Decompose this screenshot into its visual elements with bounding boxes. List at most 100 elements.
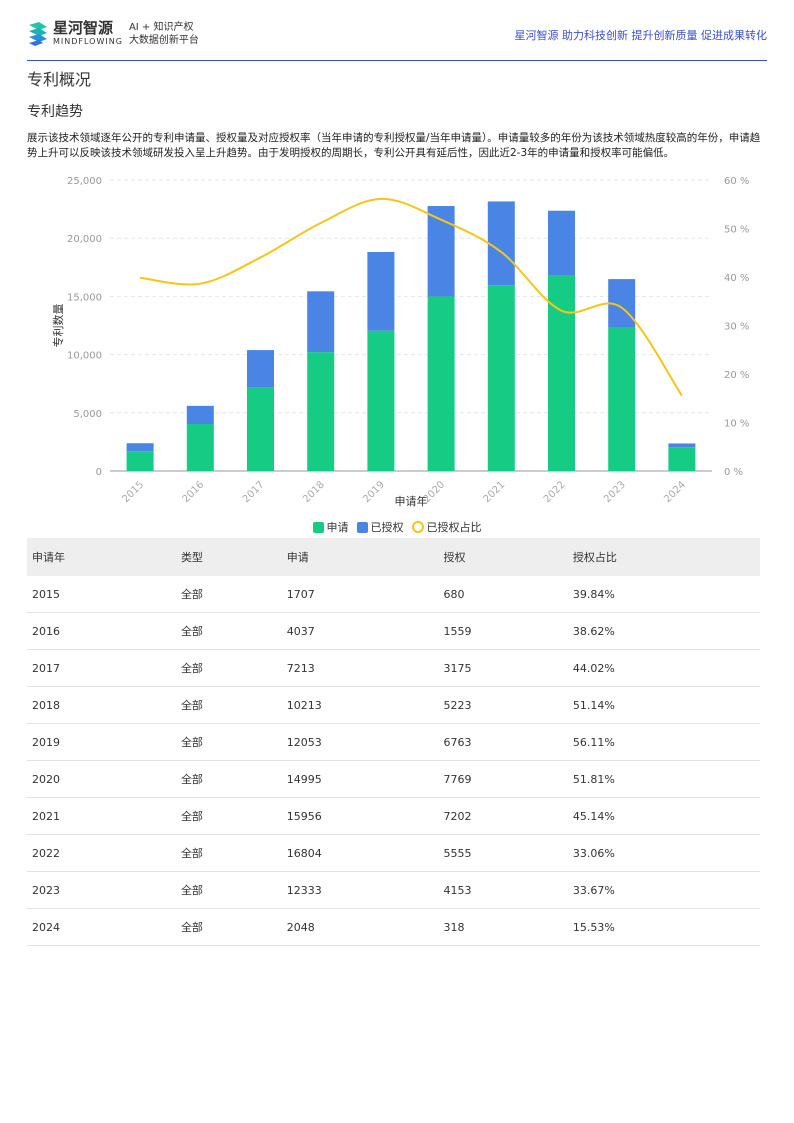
table-cell: 4153 xyxy=(438,871,568,909)
trend-chart: 0 5,000 10,000 15,000 20,000 25,000 0 % 10 % 20 … xyxy=(51,176,749,508)
table-cell: 2023 xyxy=(27,871,176,909)
table-cell: 45.14% xyxy=(567,797,760,835)
x-tick-label: 2021 xyxy=(482,479,508,505)
bar-granted xyxy=(487,201,515,286)
section-title: 专利趋势 xyxy=(27,104,83,120)
table-cell: 2019 xyxy=(27,723,176,761)
table-cell: 2022 xyxy=(27,834,176,872)
legend-item-ratio[interactable]: 已授权占比 xyxy=(411,519,482,535)
y-tick-label: 25,000 xyxy=(67,176,102,187)
table-cell: 2024 xyxy=(27,908,176,946)
bar-granted xyxy=(668,443,696,448)
x-tick-label: 2024 xyxy=(662,479,688,505)
bar-apply xyxy=(307,352,335,471)
y2-tick-label: 60 % xyxy=(724,176,749,187)
slogan: 星河智源 助力科技创新 提升创新质量 促进成果转化 xyxy=(514,29,768,42)
table-cell: 33.67% xyxy=(567,871,760,909)
tagline-1: AI + 知识产权 xyxy=(128,21,194,33)
table-cell: 7769 xyxy=(438,760,568,798)
bar-granted xyxy=(548,210,575,276)
legend-swatch xyxy=(411,521,424,533)
bar-granted xyxy=(247,350,274,388)
bar-granted xyxy=(367,251,395,331)
table-cell: 全部 xyxy=(175,760,282,798)
legend-swatch xyxy=(312,521,324,533)
table-cell: 2048 xyxy=(281,908,439,946)
page-title: 专利概况 xyxy=(27,70,92,89)
table-cell: 56.11% xyxy=(567,723,760,761)
table-cell: 51.81% xyxy=(567,760,760,798)
table-cell: 44.02% xyxy=(567,649,760,687)
table-cell: 680 xyxy=(438,576,568,613)
table-cell: 1707 xyxy=(281,576,439,613)
table-cell: 2018 xyxy=(27,686,176,724)
table-cell: 2015 xyxy=(27,576,176,613)
bar-granted xyxy=(126,443,154,452)
legend-item-apply[interactable]: 申请 xyxy=(312,519,349,535)
legend-item-granted[interactable]: 已授权 xyxy=(356,519,404,535)
table-row: 2019 全部 12053 6763 56.11% xyxy=(27,723,760,761)
x-tick-label: 2023 xyxy=(602,479,628,505)
y2-tick-label: 10 % xyxy=(724,419,749,430)
table-cell: 38.62% xyxy=(567,612,760,650)
table-cell: 14995 xyxy=(281,760,439,798)
table-cell: 2020 xyxy=(27,760,176,798)
bar-granted xyxy=(427,206,455,297)
table-row: 2017 全部 7213 3175 44.02% xyxy=(27,649,760,687)
y2-tick-label: 30 % xyxy=(724,322,749,333)
x-axis-title: 申请年 xyxy=(395,494,428,508)
table-cell: 12333 xyxy=(281,871,439,909)
bar-granted xyxy=(307,291,335,353)
legend-label: 已授权占比 xyxy=(426,521,482,534)
column-header: 类型 xyxy=(175,538,282,576)
table-cell: 全部 xyxy=(175,908,282,946)
table-cell: 12053 xyxy=(281,723,439,761)
x-tick-label: 2015 xyxy=(120,479,146,505)
table-cell: 2017 xyxy=(27,649,176,687)
table-row: 2015 全部 1707 680 39.84% xyxy=(27,576,760,613)
table-cell: 10213 xyxy=(281,686,439,724)
legend-label: 申请 xyxy=(326,521,349,534)
description: 展示该技术领域逐年公开的专利申请量、授权量及对应授权率（当年申请的专利授权量/当… xyxy=(27,132,761,159)
table-cell: 318 xyxy=(438,908,568,946)
logo-icon xyxy=(29,21,47,46)
bar-apply xyxy=(487,285,515,471)
table-cell: 全部 xyxy=(175,834,282,872)
table-header: 申请年 类型 申请 授权 授权占比 xyxy=(27,538,760,576)
y2-tick-label: 0 % xyxy=(724,467,743,478)
table-cell: 16804 xyxy=(281,834,439,872)
brand-name-en: MINDFLOWING xyxy=(53,37,123,46)
table-cell: 全部 xyxy=(175,723,282,761)
legend-label: 已授权 xyxy=(370,521,404,534)
bar-granted xyxy=(186,405,214,425)
x-tick-label: 2018 xyxy=(301,479,327,505)
table-cell: 15956 xyxy=(281,797,439,835)
table-cell: 15.53% xyxy=(567,908,760,946)
bar-apply xyxy=(247,387,274,471)
bar-apply xyxy=(186,424,214,471)
table-cell: 1559 xyxy=(438,612,568,650)
ratio-line xyxy=(139,197,683,397)
table-row: 2016 全部 4037 1559 38.62% xyxy=(27,612,760,650)
table-cell: 5223 xyxy=(438,686,568,724)
bar-apply xyxy=(548,275,575,471)
header: 星河智源 MINDFLOWING AI + 知识产权 大数据创新平台 星河智源 … xyxy=(27,18,767,61)
table-cell: 33.06% xyxy=(567,834,760,872)
table-row: 2021 全部 15956 7202 45.14% xyxy=(27,797,760,835)
table-cell: 全部 xyxy=(175,871,282,909)
table-cell: 全部 xyxy=(175,686,282,724)
table-cell: 4037 xyxy=(281,612,439,650)
tagline-2: 大数据创新平台 xyxy=(128,34,199,46)
y-tick-label: 10,000 xyxy=(67,351,102,362)
table-cell: 51.14% xyxy=(567,686,760,724)
table-cell: 2021 xyxy=(27,797,176,835)
x-tick-label: 2022 xyxy=(542,479,568,505)
y-tick-label: 15,000 xyxy=(67,292,102,303)
column-header: 申请 xyxy=(281,538,439,576)
brand-name: 星河智源 xyxy=(53,19,114,37)
table-cell: 7213 xyxy=(281,649,439,687)
bar-apply xyxy=(608,327,636,471)
table-cell: 6763 xyxy=(438,723,568,761)
bar-apply xyxy=(367,330,395,471)
column-header: 授权占比 xyxy=(567,538,760,576)
